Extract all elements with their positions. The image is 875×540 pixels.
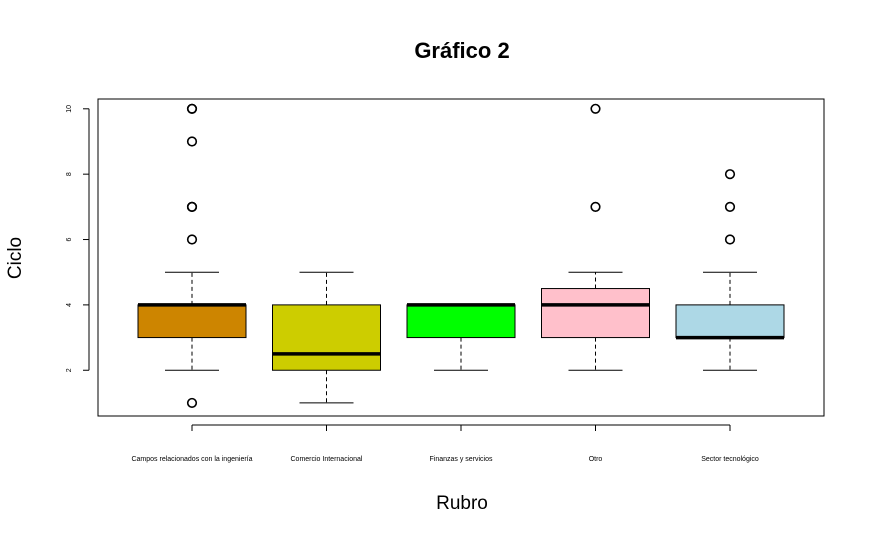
box-iqr xyxy=(675,304,785,339)
outlier-point xyxy=(186,234,198,245)
box-iqr xyxy=(406,304,516,339)
box-group xyxy=(272,271,381,404)
chart-title: Gráfico 2 xyxy=(414,38,509,63)
y-tick-label: 8 xyxy=(66,172,73,176)
y-axis: 2 4 6 8 10 xyxy=(66,105,90,372)
box-iqr xyxy=(137,304,247,339)
y-axis-title: Ciclo xyxy=(5,237,26,279)
box-group xyxy=(541,103,650,371)
plot-frame xyxy=(97,98,825,417)
outlier-point xyxy=(186,103,198,114)
x-axis-title: Rubro xyxy=(436,493,488,514)
outlier-point xyxy=(186,201,198,212)
outlier-point xyxy=(186,397,198,409)
outlier-point xyxy=(724,201,736,212)
x-axis: Campos relacionados con la ingeniería Com… xyxy=(131,424,759,463)
outlier-point xyxy=(724,234,736,245)
box-group xyxy=(675,169,785,371)
y-tick-label: 4 xyxy=(66,303,73,307)
box-group xyxy=(406,303,516,371)
box-group xyxy=(137,103,247,409)
outlier-point xyxy=(186,136,198,147)
x-tick-label: Campos relacionados con la ingeniería xyxy=(131,456,252,463)
x-tick-label: Otro xyxy=(589,456,603,463)
y-tick-label: 6 xyxy=(66,237,73,241)
x-tick-label: Finanzas y servicios xyxy=(429,456,493,463)
outlier-point xyxy=(590,103,601,114)
outlier-point xyxy=(724,169,736,180)
y-tick-label: 10 xyxy=(66,105,73,113)
x-tick-label: Sector tecnológico xyxy=(701,456,759,463)
outlier-point xyxy=(590,201,601,212)
y-tick-label: 2 xyxy=(66,368,73,372)
boxes-layer xyxy=(137,103,785,409)
x-tick-label: Comercio Internacional xyxy=(291,456,363,463)
box-iqr xyxy=(272,304,381,371)
box-iqr xyxy=(541,288,650,339)
